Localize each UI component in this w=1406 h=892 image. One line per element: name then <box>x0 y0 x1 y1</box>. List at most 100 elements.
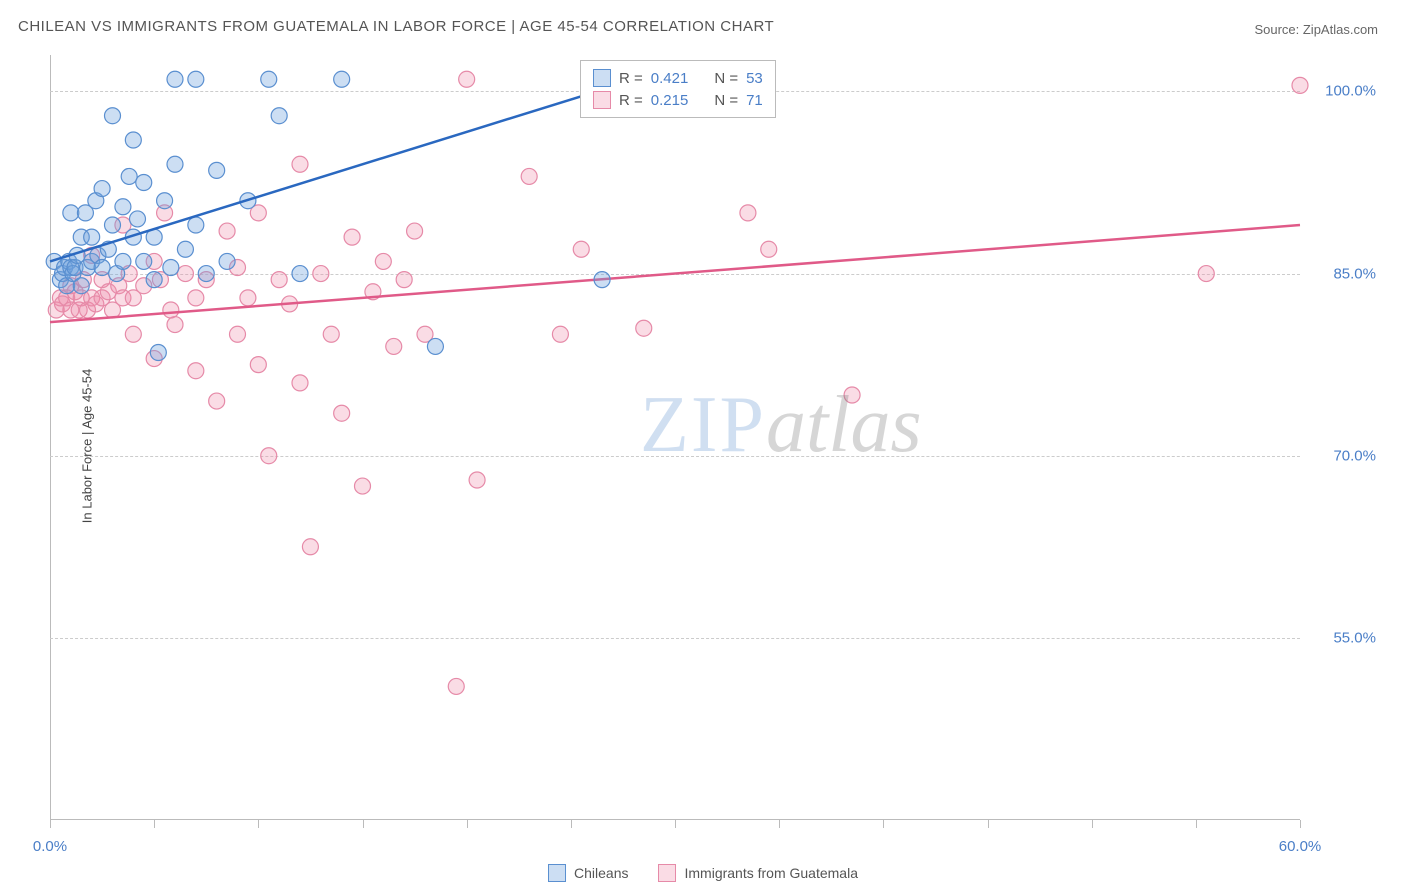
series-a-point <box>271 108 287 124</box>
y-tick-label: 85.0% <box>1333 265 1376 282</box>
series-b-point <box>323 326 339 342</box>
series-a-point <box>146 272 162 288</box>
stats-swatch <box>593 69 611 87</box>
series-a-point <box>105 108 121 124</box>
legend-swatch <box>658 864 676 882</box>
series-a-point <box>292 266 308 282</box>
series-b-point <box>386 338 402 354</box>
series-b-point <box>407 223 423 239</box>
y-tick-label: 70.0% <box>1333 447 1376 464</box>
series-a-point <box>163 260 179 276</box>
stats-n-label: N = <box>714 92 738 109</box>
stats-r-label: R = <box>619 70 643 87</box>
series-b-point <box>636 320 652 336</box>
x-tick <box>988 820 989 828</box>
series-b-point <box>313 266 329 282</box>
series-a-point <box>209 162 225 178</box>
legend-item: Chileans <box>548 864 628 882</box>
series-a-point <box>167 71 183 87</box>
chart-title: CHILEAN VS IMMIGRANTS FROM GUATEMALA IN … <box>18 18 774 35</box>
series-a-point <box>121 168 137 184</box>
series-b-point <box>177 266 193 282</box>
series-a-point <box>136 253 152 269</box>
series-a-point <box>198 266 214 282</box>
x-tick <box>1196 820 1197 828</box>
series-b-point <box>1198 266 1214 282</box>
x-tick <box>258 820 259 828</box>
stats-swatch <box>593 91 611 109</box>
series-b-point <box>250 357 266 373</box>
series-a-point <box>188 71 204 87</box>
stats-r-value: 0.215 <box>651 92 689 109</box>
series-a-point <box>115 253 131 269</box>
series-a-point <box>125 132 141 148</box>
series-b-point <box>573 241 589 257</box>
x-tick-label: 60.0% <box>1279 838 1322 855</box>
series-b-point <box>163 302 179 318</box>
series-a-point <box>334 71 350 87</box>
series-a-point <box>594 272 610 288</box>
x-tick <box>154 820 155 828</box>
series-a-point <box>115 199 131 215</box>
series-a-point <box>427 338 443 354</box>
series-b-point <box>521 168 537 184</box>
series-a-point <box>84 229 100 245</box>
series-b-point <box>302 539 318 555</box>
legend-item: Immigrants from Guatemala <box>658 864 858 882</box>
series-b-point <box>292 375 308 391</box>
stats-row: R =0.421N =53 <box>593 67 763 89</box>
stats-row: R = 0.215 N = 71 <box>593 89 763 111</box>
series-b-point <box>261 448 277 464</box>
x-tick <box>883 820 884 828</box>
legend-swatch <box>548 864 566 882</box>
series-a-point <box>136 175 152 191</box>
x-tick <box>50 820 51 828</box>
x-tick <box>675 820 676 828</box>
series-b-point <box>271 272 287 288</box>
x-tick <box>1092 820 1093 828</box>
series-a-point <box>130 211 146 227</box>
legend-label: Immigrants from Guatemala <box>684 865 858 881</box>
series-b-point <box>230 326 246 342</box>
series-b-point <box>167 317 183 333</box>
series-a-point <box>188 217 204 233</box>
x-tick <box>467 820 468 828</box>
series-b-point <box>219 223 235 239</box>
bottom-legend: Chileans Immigrants from Guatemala <box>548 864 858 882</box>
series-a-point <box>219 253 235 269</box>
y-tick-label: 100.0% <box>1325 83 1376 100</box>
series-b-point <box>188 363 204 379</box>
series-b-point <box>334 405 350 421</box>
series-b-point <box>209 393 225 409</box>
y-tick-label: 55.0% <box>1333 629 1376 646</box>
stats-r-label: R = <box>619 92 643 109</box>
x-tick <box>571 820 572 828</box>
source-attribution: Source: ZipAtlas.com <box>1254 22 1378 37</box>
series-b-point <box>740 205 756 221</box>
series-b-point <box>125 326 141 342</box>
series-b-point <box>396 272 412 288</box>
series-a-point <box>261 71 277 87</box>
series-a-point <box>63 205 79 221</box>
x-tick <box>363 820 364 828</box>
stats-n-label: N = <box>714 70 738 87</box>
legend-label: Chileans <box>574 865 628 881</box>
stats-n-value: 53 <box>746 70 763 87</box>
series-a-point <box>157 193 173 209</box>
series-b-point <box>552 326 568 342</box>
series-a-point <box>94 260 110 276</box>
stats-n-value: 71 <box>746 92 763 109</box>
series-b-point <box>188 290 204 306</box>
series-b-point <box>469 472 485 488</box>
series-a-point <box>177 241 193 257</box>
series-b-point <box>240 290 256 306</box>
series-b-point <box>344 229 360 245</box>
series-b-point <box>459 71 475 87</box>
series-a-point <box>167 156 183 172</box>
x-tick <box>1300 820 1301 828</box>
stats-legend-box: R =0.421N =53R =0.215N =71 <box>580 60 776 118</box>
x-tick-label: 0.0% <box>33 838 67 855</box>
series-a-point <box>105 217 121 233</box>
series-b-point <box>375 253 391 269</box>
series-a-point <box>150 345 166 361</box>
